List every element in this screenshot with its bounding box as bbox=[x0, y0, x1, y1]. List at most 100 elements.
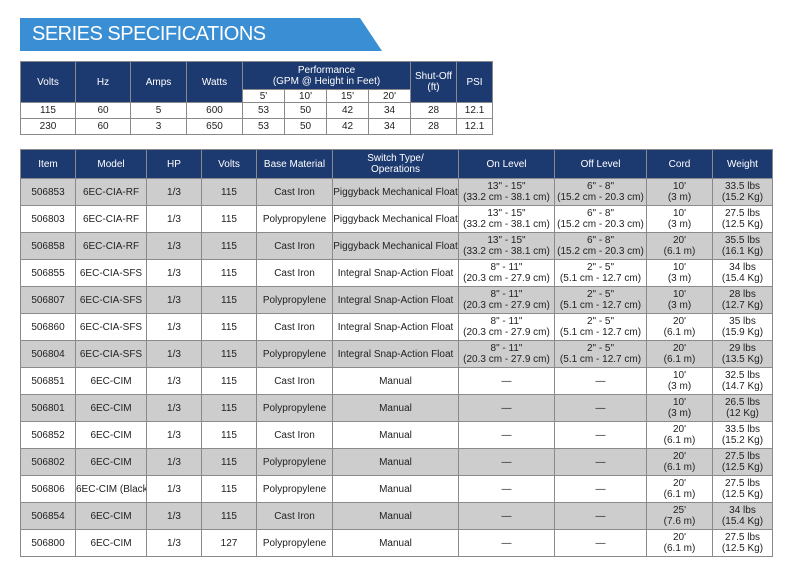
cell-cord: 10' (3 m) bbox=[646, 394, 713, 422]
table-row: 506855 6EC-CIA-SFS 1/3 115 Cast Iron Integral… bbox=[20, 259, 773, 287]
cell-weight-primary: 33.5 lbs bbox=[724, 424, 761, 435]
cell-off-level: 6" - 8" (15.2 cm - 20.3 cm) bbox=[554, 178, 647, 206]
cell-base-material: Polypropylene bbox=[256, 205, 333, 233]
cell-off-level: — bbox=[554, 502, 647, 530]
cell-off-level: 2" - 5" (5.1 cm - 12.7 cm) bbox=[554, 340, 647, 368]
cell-off-level-metric: (5.1 cm - 12.7 cm) bbox=[559, 354, 642, 365]
cell-item: 506858 bbox=[20, 232, 76, 260]
cell-base-material: Polypropylene bbox=[256, 394, 333, 422]
cell-on-level: 13" - 15" (33.2 cm - 38.1 cm) bbox=[458, 178, 555, 206]
cell-hp: 1/3 bbox=[146, 448, 202, 476]
cell-cord-primary: 10' bbox=[672, 370, 687, 381]
cell-cord-primary: 20' bbox=[672, 532, 687, 543]
table-row: 506807 6EC-CIA-SFS 1/3 115 Polypropylene Inte… bbox=[20, 286, 773, 314]
perf-cell-amps: 5 bbox=[130, 102, 187, 119]
cell-weight-primary: 28 lbs bbox=[729, 289, 756, 300]
cell-off-level-primary: — bbox=[595, 402, 606, 414]
cell-on-level-primary: 13" - 15" bbox=[487, 235, 526, 246]
cell-base-material: Cast Iron bbox=[256, 313, 333, 341]
cell-volts: 115 bbox=[201, 286, 257, 314]
cell-off-level: — bbox=[554, 529, 647, 557]
switch-type-label: Switch Type/ bbox=[367, 153, 424, 164]
perf-header-volts: Volts bbox=[20, 61, 76, 103]
cell-off-level: 6" - 8" (15.2 cm - 20.3 cm) bbox=[554, 205, 647, 233]
cell-cord-metric: (6.1 m) bbox=[663, 246, 696, 257]
cell-switch-type: Manual bbox=[332, 448, 459, 476]
perf-header-psi: PSI bbox=[456, 61, 494, 103]
cell-on-level-primary: — bbox=[501, 402, 512, 414]
table-row: 506800 6EC-CIM 1/3 127 Polypropylene Manual — —… bbox=[20, 529, 773, 557]
perf-cell-volts: 115 bbox=[20, 102, 76, 119]
cell-item: 506802 bbox=[20, 448, 76, 476]
cell-off-level-primary: 2" - 5" bbox=[586, 316, 615, 327]
cell-hp: 1/3 bbox=[146, 286, 202, 314]
cell-off-level-primary: 2" - 5" bbox=[586, 343, 615, 354]
perf-header-amps: Amps bbox=[130, 61, 187, 103]
cell-volts: 115 bbox=[201, 259, 257, 287]
cell-weight-primary: 27.5 lbs bbox=[724, 208, 761, 219]
cell-off-level-primary: — bbox=[595, 456, 606, 468]
cell-model: 6EC-CIA-SFS bbox=[75, 340, 147, 368]
perf-table-body: 115 60 5 600 53 50 42 34 28 12.1 230 60 3 650 53 50 42 34… bbox=[20, 102, 494, 135]
cell-volts: 115 bbox=[201, 502, 257, 530]
cell-weight-primary: 34 lbs bbox=[729, 262, 756, 273]
cell-hp: 1/3 bbox=[146, 529, 202, 557]
cell-weight-primary: 27.5 lbs bbox=[724, 478, 761, 489]
table-row: 506801 6EC-CIM 1/3 115 Polypropylene Manual — —… bbox=[20, 394, 773, 422]
cell-item: 506855 bbox=[20, 259, 76, 287]
page-title: SERIES SPECIFICATIONS bbox=[32, 23, 266, 45]
cell-volts: 115 bbox=[201, 178, 257, 206]
height-5: 5' bbox=[242, 89, 285, 103]
perf-cell-gpm-10: 50 bbox=[284, 118, 327, 135]
switch-operations-label: Operations bbox=[371, 164, 420, 175]
table-row: 506804 6EC-CIA-SFS 1/3 115 Polypropylene Inte… bbox=[20, 340, 773, 368]
header-item: Item bbox=[20, 149, 76, 179]
cell-weight-primary: 35.5 lbs bbox=[724, 235, 761, 246]
table-row: 506802 6EC-CIM 1/3 115 Polypropylene Manual — —… bbox=[20, 448, 773, 476]
cell-cord-metric: (7.6 m) bbox=[663, 516, 696, 527]
cell-model: 6EC-CIA-RF bbox=[75, 178, 147, 206]
cell-volts: 115 bbox=[201, 421, 257, 449]
cell-off-level: 2" - 5" (5.1 cm - 12.7 cm) bbox=[554, 259, 647, 287]
cell-on-level-primary: — bbox=[501, 429, 512, 441]
cell-model: 6EC-CIA-RF bbox=[75, 205, 147, 233]
cell-on-level-primary: 8" - 11" bbox=[490, 289, 523, 300]
cell-hp: 1/3 bbox=[146, 313, 202, 341]
cell-off-level-primary: 2" - 5" bbox=[586, 262, 615, 273]
cell-hp: 1/3 bbox=[146, 367, 202, 395]
cell-on-level-metric: (20.3 cm - 27.9 cm) bbox=[463, 273, 550, 284]
cell-model: 6EC-CIM bbox=[75, 421, 147, 449]
cell-on-level: — bbox=[458, 421, 555, 449]
cell-cord: 10' (3 m) bbox=[646, 205, 713, 233]
table-row: 506858 6EC-CIA-RF 1/3 115 Cast Iron Piggyback… bbox=[20, 232, 773, 260]
cell-switch-type: Piggyback Mechanical Float bbox=[332, 232, 459, 260]
cell-on-level: 13" - 15" (33.2 cm - 38.1 cm) bbox=[458, 232, 555, 260]
cell-on-level: 13" - 15" (33.2 cm - 38.1 cm) bbox=[458, 205, 555, 233]
cell-cord: 20' (6.1 m) bbox=[646, 313, 713, 341]
cell-on-level-primary: 8" - 11" bbox=[490, 316, 523, 327]
cell-on-level-primary: 8" - 11" bbox=[490, 343, 523, 354]
performance-table: Volts Hz Amps Watts Performance (GPM @ H… bbox=[20, 61, 494, 135]
cell-cord-metric: (3 m) bbox=[667, 273, 692, 284]
cell-weight: 34 lbs (15.4 Kg) bbox=[712, 502, 773, 530]
header-weight: Weight bbox=[712, 149, 773, 179]
cell-cord-metric: (3 m) bbox=[667, 408, 692, 419]
cell-hp: 1/3 bbox=[146, 475, 202, 503]
cell-on-level-metric: (20.3 cm - 27.9 cm) bbox=[463, 300, 550, 311]
shutoff-unit: (ft) bbox=[427, 82, 440, 93]
cell-on-level: — bbox=[458, 394, 555, 422]
perf-cell-watts: 600 bbox=[186, 102, 243, 119]
cell-switch-type: Manual bbox=[332, 529, 459, 557]
cell-item: 506801 bbox=[20, 394, 76, 422]
cell-on-level-primary: 13" - 15" bbox=[487, 208, 526, 219]
table-row: 506803 6EC-CIA-RF 1/3 115 Polypropylene Piggy… bbox=[20, 205, 773, 233]
cell-off-level-primary: — bbox=[595, 429, 606, 441]
table-row: 506853 6EC-CIA-RF 1/3 115 Cast Iron Piggyback… bbox=[20, 178, 773, 206]
table-row: 506854 6EC-CIM 1/3 115 Cast Iron Manual — —25'(… bbox=[20, 502, 773, 530]
cell-weight: 27.5 lbs (12.5 Kg) bbox=[712, 529, 773, 557]
cell-weight: 33.5 lbs (15.2 Kg) bbox=[712, 421, 773, 449]
cell-off-level: — bbox=[554, 367, 647, 395]
cell-hp: 1/3 bbox=[146, 205, 202, 233]
banner-shape bbox=[20, 18, 382, 51]
cell-on-level: — bbox=[458, 529, 555, 557]
